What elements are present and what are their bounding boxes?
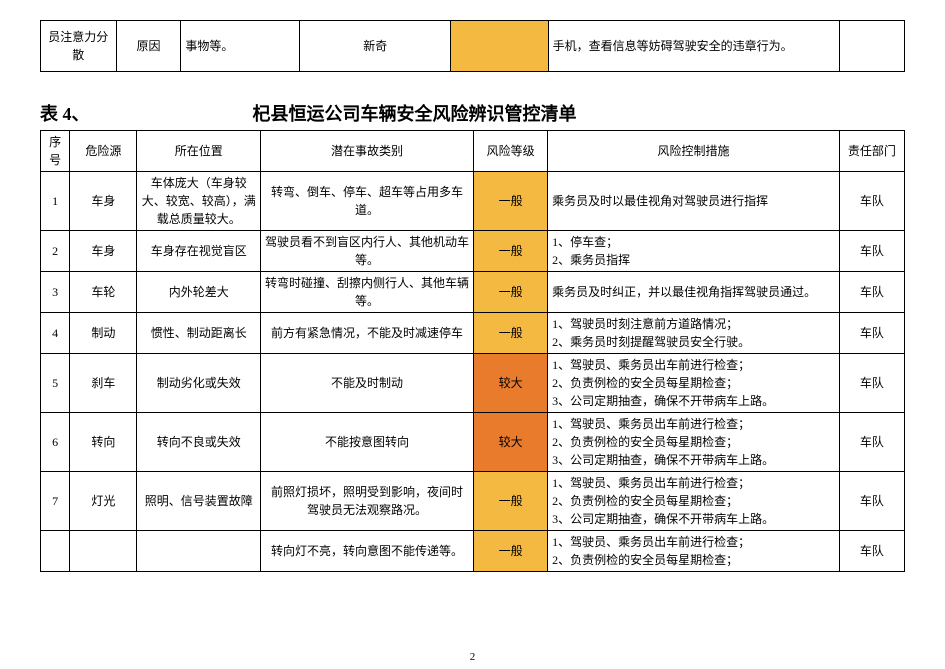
cell-control: 1、停车查； 2、乘务员指挥	[548, 231, 840, 272]
cell-source: 制动	[70, 313, 137, 354]
table-main-title: 杞县恒运公司车辆安全风险辨识管控清单	[253, 100, 577, 126]
cell-seq: 2	[41, 231, 70, 272]
cell-dept: 车队	[839, 172, 904, 231]
cell-dept: 车队	[839, 272, 904, 313]
hdr-control: 风险控制措施	[548, 131, 840, 172]
cell-source: 灯光	[70, 472, 137, 531]
cell-risk: 一般	[474, 313, 548, 354]
table-row: 6转向转向不良或失效不能按意图转向较大1、驾驶员、乘务员出车前进行检查； 2、负…	[41, 413, 905, 472]
cell-location: 照明、信号装置故障	[137, 472, 260, 531]
cell-control: 1、驾驶员、乘务员出车前进行检查； 2、负责例检的安全员每星期检查； 3、公司定…	[548, 354, 840, 413]
cell-location: 内外轮差大	[137, 272, 260, 313]
cell-seq: 7	[41, 472, 70, 531]
top-fragment-table: 员注意力分散 原因 事物等。 新奇 手机，查看信息等妨碍驾驶安全的违章行为。	[40, 20, 905, 72]
cell-source	[70, 531, 137, 572]
cell-accident: 不能按意图转向	[260, 413, 473, 472]
hdr-accident: 潜在事故类别	[260, 131, 473, 172]
table-title-row: 表 4、 杞县恒运公司车辆安全风险辨识管控清单	[40, 100, 905, 126]
table-row: 5刹车制动劣化或失效不能及时制动较大1、驾驶员、乘务员出车前进行检查； 2、负责…	[41, 354, 905, 413]
cell-location: 制动劣化或失效	[137, 354, 260, 413]
table-row: 4制动惯性、制动距离长前方有紧急情况，不能及时减速停车一般1、驾驶员时刻注意前方…	[41, 313, 905, 354]
cell-risk: 一般	[474, 272, 548, 313]
hdr-dept: 责任部门	[839, 131, 904, 172]
top-col2: 原因	[116, 21, 181, 72]
top-col7	[840, 21, 905, 72]
top-col1: 员注意力分散	[41, 21, 117, 72]
top-col4: 新奇	[300, 21, 451, 72]
cell-location: 车身存在视觉盲区	[137, 231, 260, 272]
hdr-risk: 风险等级	[474, 131, 548, 172]
cell-accident: 前照灯损坏，照明受到影响，夜间时 驾驶员无法观察路况。	[260, 472, 473, 531]
cell-risk: 一般	[474, 231, 548, 272]
cell-source: 车轮	[70, 272, 137, 313]
hdr-location: 所在位置	[137, 131, 260, 172]
cell-source: 转向	[70, 413, 137, 472]
cell-location: 转向不良或失效	[137, 413, 260, 472]
cell-accident: 驾驶员看不到盲区内行人、其他机动车等。	[260, 231, 473, 272]
top-col5	[451, 21, 548, 72]
cell-seq: 6	[41, 413, 70, 472]
cell-accident: 转弯、倒车、停车、超车等占用多车道。	[260, 172, 473, 231]
table-row: 7灯光照明、信号装置故障前照灯损坏，照明受到影响，夜间时 驾驶员无法观察路况。一…	[41, 472, 905, 531]
cell-location: 车体庞大（车身较大、较宽、较高），满载总质量较大。	[137, 172, 260, 231]
cell-accident: 前方有紧急情况，不能及时减速停车	[260, 313, 473, 354]
cell-dept: 车队	[839, 531, 904, 572]
header-row: 序号 危险源 所在位置 潜在事故类别 风险等级 风险控制措施 责任部门	[41, 131, 905, 172]
cell-control: 乘务员及时纠正，并以最佳视角指挥驾驶员通过。	[548, 272, 840, 313]
cell-control: 1、驾驶员时刻注意前方道路情况； 2、乘务员时刻提醒驾驶员安全行驶。	[548, 313, 840, 354]
cell-seq: 5	[41, 354, 70, 413]
cell-accident: 不能及时制动	[260, 354, 473, 413]
cell-accident: 转向灯不亮，转向意图不能传递等。	[260, 531, 473, 572]
hdr-source: 危险源	[70, 131, 137, 172]
top-col6: 手机，查看信息等妨碍驾驶安全的违章行为。	[548, 21, 840, 72]
top-fragment-row: 员注意力分散 原因 事物等。 新奇 手机，查看信息等妨碍驾驶安全的违章行为。	[41, 21, 905, 72]
page-number: 2	[0, 651, 945, 663]
cell-dept: 车队	[839, 313, 904, 354]
cell-risk: 一般	[474, 472, 548, 531]
table-row: 转向灯不亮，转向意图不能传递等。一般1、驾驶员、乘务员出车前进行检查； 2、负责…	[41, 531, 905, 572]
cell-source: 刹车	[70, 354, 137, 413]
risk-table: 序号 危险源 所在位置 潜在事故类别 风险等级 风险控制措施 责任部门 1车身车…	[40, 130, 905, 572]
cell-seq: 1	[41, 172, 70, 231]
cell-seq: 4	[41, 313, 70, 354]
table-row: 3车轮内外轮差大转弯时碰撞、刮擦内侧行人、其他车辆等。一般乘务员及时纠正，并以最…	[41, 272, 905, 313]
cell-control: 1、驾驶员、乘务员出车前进行检查； 2、负责例检的安全员每星期检查； 3、公司定…	[548, 472, 840, 531]
cell-risk: 一般	[474, 172, 548, 231]
cell-control: 1、驾驶员、乘务员出车前进行检查； 2、负责例检的安全员每星期检查； 3、公司定…	[548, 413, 840, 472]
cell-dept: 车队	[839, 472, 904, 531]
cell-source: 车身	[70, 231, 137, 272]
cell-source: 车身	[70, 172, 137, 231]
cell-risk: 一般	[474, 531, 548, 572]
hdr-seq: 序号	[41, 131, 70, 172]
cell-accident: 转弯时碰撞、刮擦内侧行人、其他车辆等。	[260, 272, 473, 313]
cell-risk: 较大	[474, 354, 548, 413]
cell-location	[137, 531, 260, 572]
cell-location: 惯性、制动距离长	[137, 313, 260, 354]
cell-dept: 车队	[839, 354, 904, 413]
table-number-label: 表 4、	[40, 100, 90, 126]
cell-dept: 车队	[839, 231, 904, 272]
cell-control: 乘务员及时以最佳视角对驾驶员进行指挥	[548, 172, 840, 231]
table-row: 1车身车体庞大（车身较大、较宽、较高），满载总质量较大。转弯、倒车、停车、超车等…	[41, 172, 905, 231]
table-row: 2车身车身存在视觉盲区驾驶员看不到盲区内行人、其他机动车等。一般1、停车查； 2…	[41, 231, 905, 272]
cell-dept: 车队	[839, 413, 904, 472]
cell-seq: 3	[41, 272, 70, 313]
cell-risk: 较大	[474, 413, 548, 472]
cell-control: 1、驾驶员、乘务员出车前进行检查； 2、负责例检的安全员每星期检查；	[548, 531, 840, 572]
top-col3: 事物等。	[181, 21, 300, 72]
cell-seq	[41, 531, 70, 572]
